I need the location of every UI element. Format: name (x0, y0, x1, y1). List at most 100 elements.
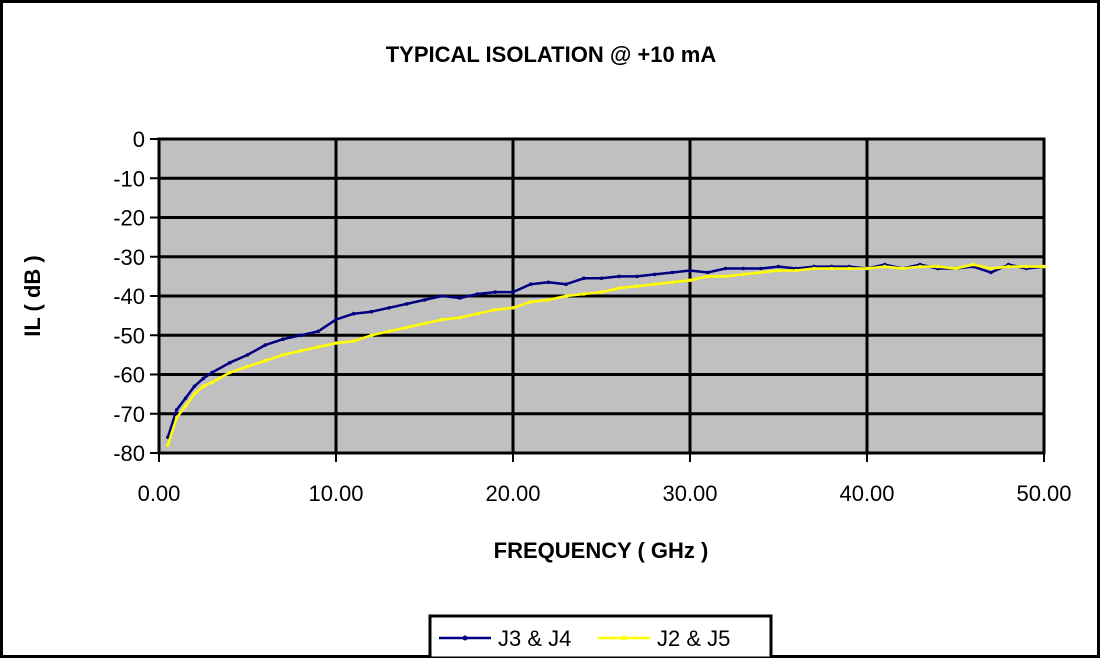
x-tick-label: 10.00 (308, 481, 363, 506)
series-1-point (263, 343, 268, 347)
series-2-point (652, 282, 657, 287)
series-1-point (546, 280, 551, 285)
series-2-point (599, 290, 604, 294)
series-1-point (759, 266, 763, 271)
series-1-point (174, 408, 179, 412)
series-2-point (723, 274, 728, 279)
series-2-point (882, 264, 887, 269)
series-2-point (458, 315, 462, 320)
series-2-point (635, 284, 639, 289)
series-2-point (1042, 264, 1046, 269)
series-1-point (387, 306, 391, 310)
series-2-point (263, 359, 268, 363)
series-1-point (475, 292, 480, 296)
series-1-point (493, 290, 498, 294)
series-2-point (582, 292, 586, 296)
series-2-point (369, 333, 374, 338)
series-2-point (298, 349, 303, 353)
x-axis-label: FREQUENCY ( GHz ) (494, 538, 709, 563)
y-axis-ticks: 0 -10 -20 -30 -40 -50 -60 -70 -80 (113, 127, 159, 466)
series-2-point (228, 370, 232, 375)
series-1-point (228, 360, 232, 365)
x-tick-label: 0.00 (138, 481, 181, 506)
series-2-point (183, 404, 188, 408)
x-tick-label: 30.00 (662, 481, 717, 506)
series-2-point (422, 321, 427, 326)
series-1-point (422, 298, 427, 302)
series-2-point (511, 306, 515, 310)
series-1-point (166, 435, 170, 440)
series-1-point (723, 266, 728, 271)
series-1-point (192, 384, 197, 389)
series-2-point (670, 280, 675, 285)
y-tick-label: -50 (113, 323, 145, 348)
series-1-point (635, 274, 639, 279)
series-2-point (741, 272, 745, 277)
series-2-point (971, 262, 975, 267)
series-1-point (201, 376, 206, 381)
series-2-point (475, 311, 480, 316)
series-2-point (210, 380, 214, 385)
series-1-point (582, 276, 586, 281)
series-2-point (705, 274, 710, 279)
series-2-point (564, 294, 568, 298)
series-2-point (528, 300, 533, 304)
series-1-point (281, 337, 285, 342)
legend-marker-1 (462, 635, 468, 641)
series-1-point (617, 274, 621, 279)
series-1-point (528, 282, 533, 287)
series-2-point (387, 329, 391, 334)
x-tick-label: 20.00 (485, 481, 540, 506)
series-2-point (245, 364, 250, 369)
series-1-point (458, 296, 462, 300)
series-1-point (776, 264, 781, 269)
series-2-point (281, 353, 285, 357)
series-1-point (564, 282, 568, 287)
series-2-point (1006, 264, 1011, 269)
series-1-point (741, 266, 745, 271)
series-1-point (334, 317, 338, 322)
y-tick-label: -20 (113, 206, 145, 231)
chart-title: TYPICAL ISOLATION @ +10 mA (386, 42, 717, 67)
y-tick-label: -10 (113, 166, 145, 191)
series-2-point (847, 266, 852, 271)
series-1-point (405, 302, 409, 306)
series-1-point (652, 272, 657, 277)
grid-lines (157, 137, 1046, 455)
series-2-point (334, 341, 338, 345)
series-1-point (351, 311, 356, 316)
series-2-point (316, 345, 321, 349)
series-lines (166, 262, 1046, 447)
series-2-point (865, 266, 869, 271)
series-1-point (670, 270, 675, 275)
series-2-point (759, 270, 763, 275)
series-2-point (1024, 264, 1029, 269)
series-2-point (166, 443, 170, 447)
series-2-point (900, 266, 905, 271)
series-1-point (511, 290, 515, 294)
series-2-point (405, 325, 409, 330)
legend-label-2: J2 & J5 (657, 626, 730, 651)
series-2-point (989, 266, 993, 271)
series-2-point (688, 278, 692, 283)
series-1-point (298, 333, 303, 338)
series-2-point (617, 286, 621, 290)
series-1-point (210, 370, 214, 375)
legend-label-1: J3 & J4 (498, 626, 571, 651)
series-2-point (440, 317, 445, 322)
series-2-point (812, 266, 816, 271)
y-tick-label: -70 (113, 402, 145, 427)
y-tick-label: -40 (113, 284, 145, 309)
series-1-point (316, 329, 321, 334)
series-2-point (794, 268, 798, 273)
series-2-point (351, 339, 356, 343)
legend: J3 & J4 J2 & J5 (428, 614, 773, 658)
series-2-point (192, 392, 197, 396)
series-2-point (953, 266, 958, 271)
y-tick-label: -80 (113, 441, 145, 466)
series-1-point (183, 396, 188, 400)
series-2-point (829, 266, 834, 271)
y-axis-label: IL ( dB ) (20, 255, 45, 336)
series-2-point (936, 264, 940, 269)
x-axis-ticks: 0.00 10.00 20.00 30.00 40.00 50.00 (138, 453, 1072, 506)
